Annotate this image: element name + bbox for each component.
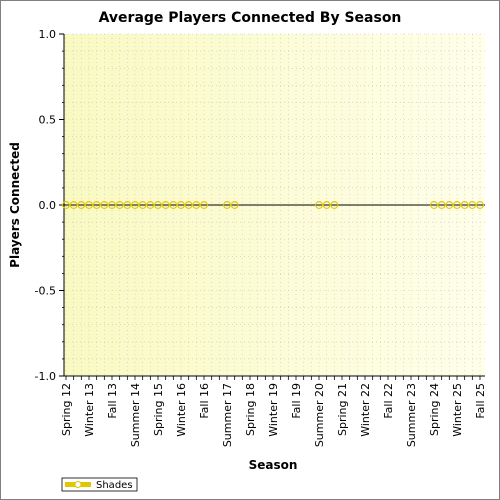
x-tick-label: Spring 18: [244, 383, 257, 436]
data-point: [223, 201, 231, 209]
data-point: [62, 201, 70, 209]
data-point: [108, 201, 116, 209]
x-tick-label: Summer 20: [313, 383, 326, 447]
x-tick-label: Summer 14: [129, 383, 142, 447]
data-point: [146, 201, 155, 209]
data-point: [445, 201, 454, 209]
x-axis-label: Season: [249, 458, 298, 472]
y-axis-label: Players Connected: [8, 142, 22, 268]
y-axis-ticks: 1.0 0.5 0.0 -0.5 -1.0: [35, 28, 64, 383]
grid-lines: [64, 33, 485, 377]
data-point: [131, 201, 139, 209]
x-tick-label: Fall 25: [474, 383, 487, 419]
data-point: [315, 201, 323, 209]
data-point: [476, 201, 484, 209]
x-tick-label: Fall 13: [106, 383, 119, 419]
x-tick-label: Spring 12: [60, 383, 73, 436]
data-point: [192, 201, 201, 209]
x-tick-label: Winter 19: [267, 383, 280, 437]
data-point: [437, 201, 446, 209]
data-point: [460, 201, 469, 209]
legend-box: [61, 477, 138, 492]
data-point: [123, 201, 132, 209]
data-point: [85, 201, 93, 209]
y-tick-label: 0.5: [39, 114, 57, 127]
x-axis-ticks: Spring 12 Winter 13 Fall 13 Summer 14 Spring…: [60, 376, 487, 447]
data-point: [100, 201, 109, 209]
x-tick-label: Winter 22: [359, 383, 372, 437]
data-point: [430, 201, 438, 209]
data-point: [322, 201, 331, 209]
data-point: [200, 201, 208, 209]
data-point: [184, 201, 193, 209]
y-tick-label: 1.0: [39, 28, 57, 41]
chart-title: Average Players Connected By Season: [99, 10, 402, 26]
data-point: [230, 201, 239, 209]
x-tick-label: Spring 21: [336, 383, 349, 436]
y-tick-label: 0.0: [39, 199, 57, 212]
legend-label-shades: Shades: [96, 480, 133, 491]
legend-marker-shades: [74, 481, 82, 488]
y-tick-label: -0.5: [35, 285, 56, 298]
data-point: [115, 201, 124, 209]
x-tick-label: Winter 16: [175, 383, 188, 437]
data-point: [453, 201, 461, 209]
legend: Shades: [61, 477, 138, 492]
data-point: [169, 201, 178, 209]
data-point: [138, 201, 147, 209]
data-point: [161, 201, 170, 209]
data-point: [69, 201, 78, 209]
y-tick-label: -1.0: [35, 370, 56, 383]
x-tick-label: Fall 22: [382, 383, 395, 419]
data-point: [154, 201, 162, 209]
data-point: [177, 201, 185, 209]
x-tick-label: Summer 17: [221, 383, 234, 447]
data-point: [468, 201, 477, 209]
data-point: [77, 201, 86, 209]
data-point: [92, 201, 101, 209]
x-tick-label: Winter 25: [451, 383, 464, 437]
x-tick-label: Spring 24: [428, 383, 441, 436]
x-tick-label: Summer 23: [405, 383, 418, 447]
x-tick-label: Fall 16: [198, 383, 211, 419]
series-shades: [62, 201, 484, 209]
x-tick-label: Spring 15: [152, 383, 165, 436]
x-tick-label: Fall 19: [290, 383, 303, 419]
x-tick-label: Winter 13: [83, 383, 96, 437]
data-point: [330, 201, 339, 209]
